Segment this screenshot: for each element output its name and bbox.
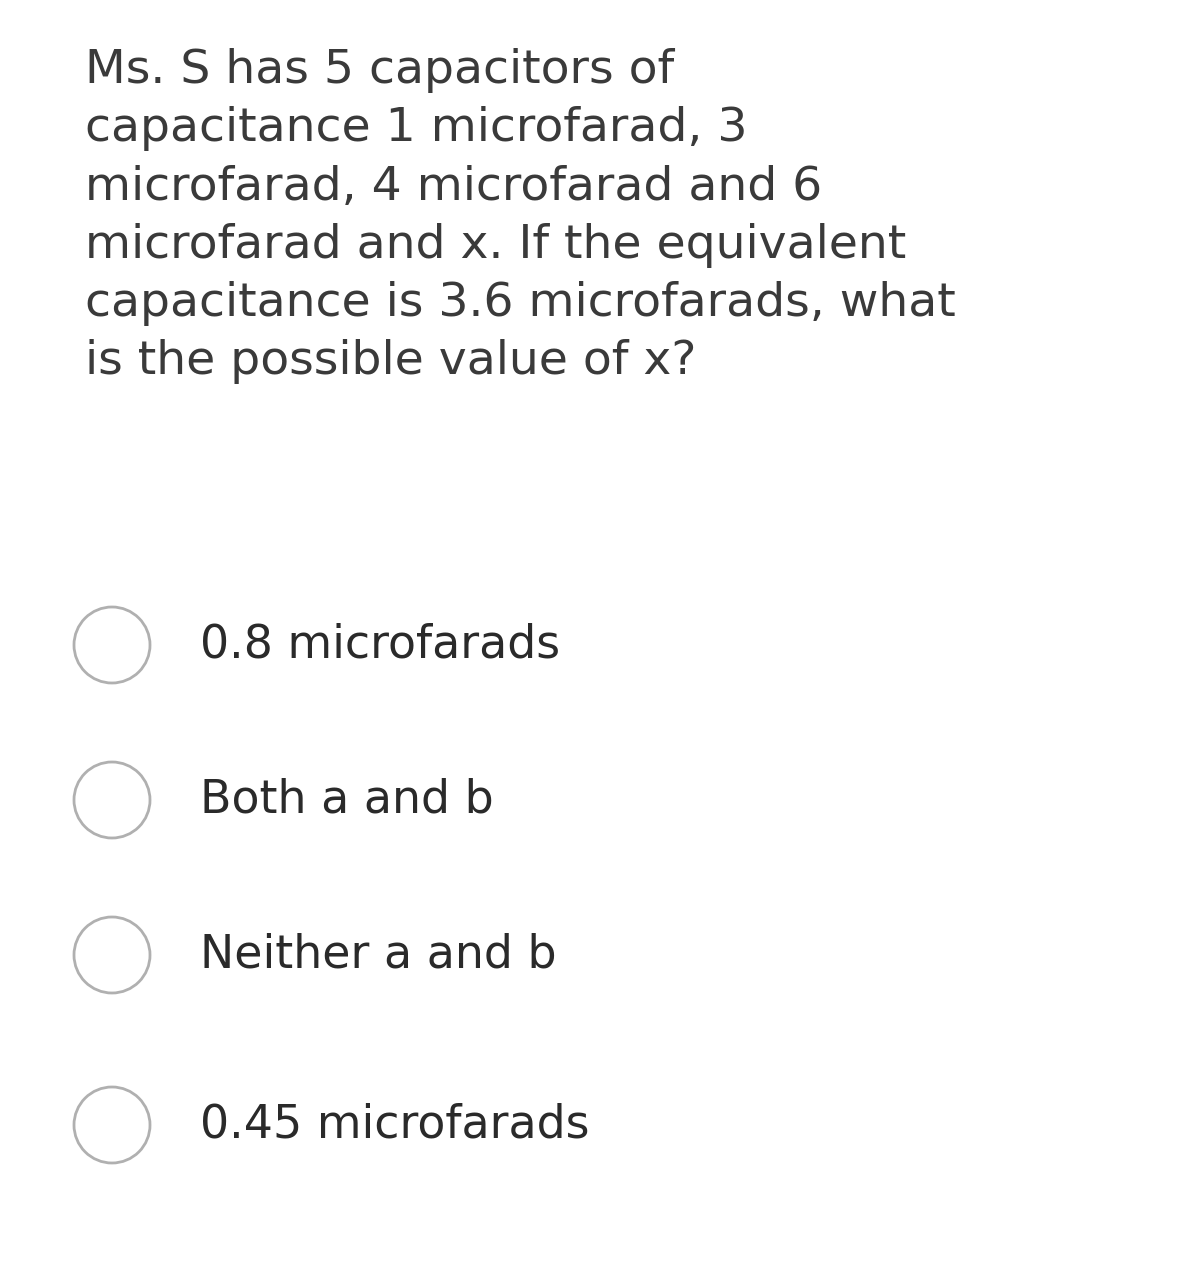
Circle shape (74, 917, 150, 993)
Circle shape (74, 1087, 150, 1163)
Text: 0.45 microfarads: 0.45 microfarads (200, 1102, 589, 1147)
Circle shape (74, 762, 150, 838)
Circle shape (74, 608, 150, 683)
Text: Neither a and b: Neither a and b (200, 932, 557, 977)
Text: 0.8 microfarads: 0.8 microfarads (200, 623, 560, 668)
Text: Both a and b: Both a and b (200, 778, 493, 822)
Text: Ms. S has 5 capacitors of
capacitance 1 microfarad, 3
microfarad, 4 microfarad a: Ms. S has 5 capacitors of capacitance 1 … (85, 49, 955, 385)
